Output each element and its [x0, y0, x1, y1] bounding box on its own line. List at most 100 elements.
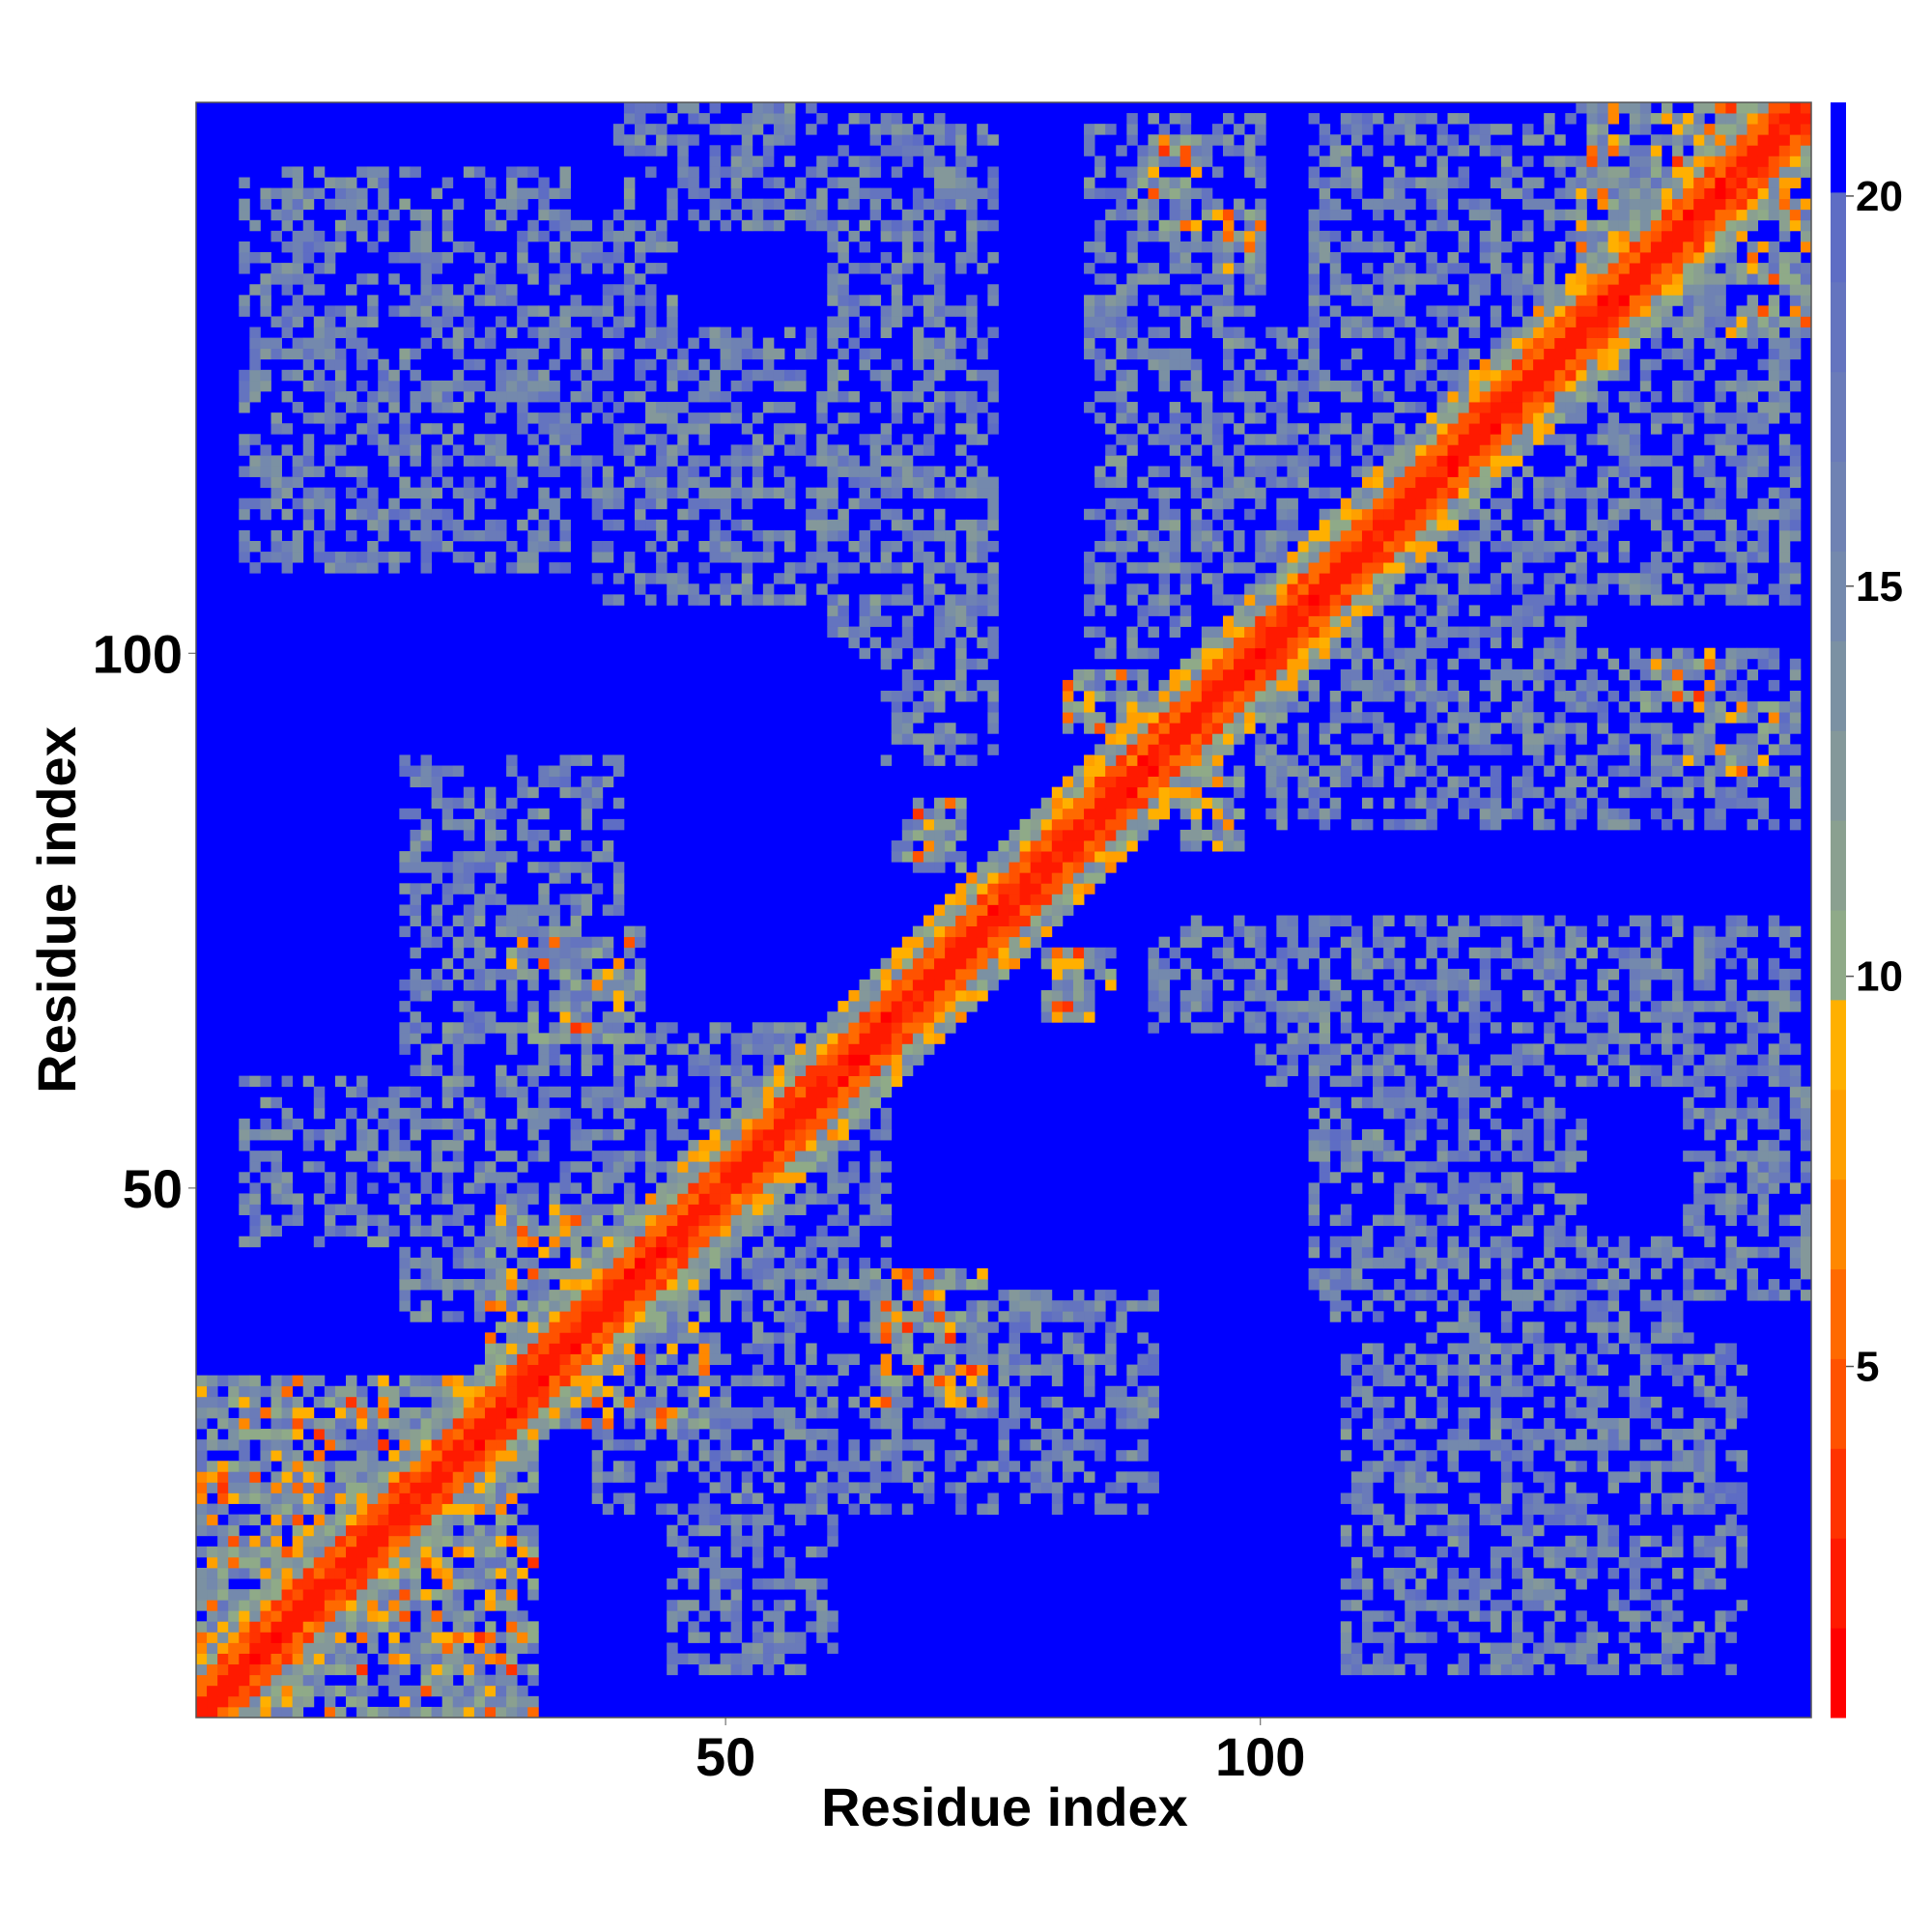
heatmap-cell — [1383, 1610, 1395, 1622]
heatmap-cell — [270, 1621, 282, 1633]
heatmap-cell — [1586, 1406, 1598, 1419]
heatmap-cell — [302, 1375, 315, 1387]
heatmap-cell — [602, 1429, 614, 1440]
heatmap-cell — [196, 1653, 208, 1665]
heatmap-cell — [869, 979, 882, 991]
heatmap-cell — [484, 1257, 497, 1269]
heatmap-cell — [1607, 1011, 1620, 1023]
heatmap-cell — [1522, 1439, 1534, 1451]
heatmap-cell — [346, 1151, 357, 1162]
heatmap-cell — [260, 1567, 271, 1579]
heatmap-cell — [1511, 1535, 1523, 1548]
heatmap-cell — [452, 1546, 465, 1558]
heatmap-cell — [806, 1246, 817, 1259]
heatmap-cell — [1436, 1043, 1448, 1055]
heatmap-cell — [1329, 1290, 1342, 1301]
heatmap-cell — [741, 1151, 753, 1162]
heatmap-cell — [378, 1439, 389, 1451]
heatmap-cell — [1661, 1321, 1673, 1333]
heatmap-cell — [1361, 1535, 1374, 1548]
heatmap-cell — [1415, 1225, 1427, 1237]
heatmap-cell — [581, 1364, 593, 1377]
heatmap-cell — [1350, 1353, 1363, 1365]
heatmap-cell — [1265, 786, 1277, 799]
heatmap-cell — [506, 990, 518, 1002]
heatmap-cell — [667, 1204, 678, 1215]
heatmap-cell — [1533, 968, 1545, 980]
heatmap-cell — [527, 1214, 539, 1227]
heatmap-cell — [1426, 1524, 1437, 1537]
heatmap-cell — [955, 1482, 967, 1493]
heatmap-cell — [880, 1075, 893, 1088]
heatmap-cell — [260, 1556, 271, 1569]
heatmap-cell — [688, 1290, 699, 1301]
heatmap-cell — [496, 915, 507, 927]
heatmap-cell — [1511, 915, 1523, 927]
heatmap-cell — [1072, 1011, 1085, 1023]
heatmap-cell — [838, 1364, 849, 1377]
heatmap-cell — [752, 1535, 764, 1548]
heatmap-cell — [1554, 1450, 1566, 1462]
heatmap-cell — [1340, 1161, 1352, 1173]
heatmap-cell — [270, 1663, 282, 1676]
heatmap-cell — [292, 1214, 304, 1227]
heatmap-cell — [346, 1514, 357, 1526]
heatmap-cell — [1426, 1022, 1437, 1034]
heatmap-cell — [410, 1685, 421, 1697]
heatmap-cell — [1650, 1332, 1662, 1344]
heatmap-cell — [334, 1385, 347, 1398]
heatmap-cell — [1126, 1364, 1138, 1377]
heatmap-cell — [1084, 1439, 1095, 1451]
heatmap-cell — [538, 1033, 550, 1044]
heatmap-cell — [302, 1632, 315, 1643]
heatmap-cell — [806, 1492, 817, 1504]
heatmap-cell — [1373, 1311, 1384, 1322]
heatmap-cell — [1576, 1503, 1587, 1516]
heatmap-cell — [228, 1396, 240, 1408]
heatmap-cell — [356, 1396, 368, 1408]
heatmap-cell — [848, 1140, 860, 1151]
heatmap-cell — [441, 1396, 454, 1408]
heatmap-cell — [1458, 1096, 1470, 1109]
heatmap-cell — [1576, 1225, 1587, 1237]
heatmap-cell — [848, 1236, 860, 1248]
heatmap-cell — [452, 1429, 465, 1440]
heatmap-cell — [1629, 1556, 1641, 1569]
heatmap-cell — [698, 1439, 710, 1451]
heatmap-cell — [816, 1086, 828, 1098]
heatmap-cell — [923, 829, 935, 841]
heatmap-cell — [880, 1406, 893, 1419]
heatmap-cell — [1019, 1439, 1032, 1451]
heatmap-cell — [1565, 1290, 1577, 1301]
heatmap-cell — [388, 1450, 400, 1462]
heatmap-cell — [816, 1621, 828, 1633]
heatmap-cell — [356, 1075, 368, 1088]
heatmap-cell — [741, 1214, 753, 1227]
heatmap-cell — [517, 1353, 528, 1365]
heatmap-cell — [677, 1406, 689, 1419]
heatmap-cell — [527, 1471, 539, 1483]
heatmap-cell — [1565, 1439, 1577, 1451]
heatmap-cell — [730, 1567, 743, 1579]
heatmap-cell — [1190, 915, 1203, 927]
heatmap-cell — [987, 1321, 999, 1333]
heatmap-cell — [506, 957, 518, 970]
heatmap-cell — [1778, 1065, 1791, 1077]
heatmap-cell — [1468, 1343, 1481, 1354]
heatmap-cell — [217, 1503, 229, 1516]
heatmap-cell — [709, 1118, 721, 1130]
heatmap-cell — [1533, 1429, 1545, 1440]
heatmap-cell — [977, 1321, 988, 1333]
heatmap-cell — [1490, 1556, 1502, 1569]
heatmap-cell — [559, 936, 571, 949]
heatmap-cell — [730, 1033, 743, 1044]
heatmap-cell — [1019, 862, 1032, 873]
heatmap-cell — [1704, 1065, 1716, 1077]
heatmap-cell — [709, 1589, 721, 1601]
heatmap-cell — [431, 1706, 443, 1719]
heatmap-cell — [281, 1075, 294, 1088]
heatmap-cell — [581, 1054, 593, 1065]
heatmap-cell — [848, 1503, 860, 1516]
heatmap-cell — [1030, 840, 1042, 852]
heatmap-cell — [484, 1578, 497, 1590]
